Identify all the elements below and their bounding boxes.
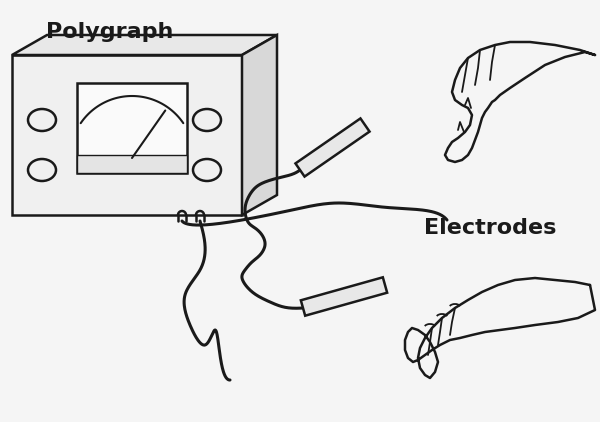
Text: Electrodes: Electrodes: [424, 218, 556, 238]
Ellipse shape: [28, 109, 56, 131]
Ellipse shape: [193, 109, 221, 131]
Polygon shape: [12, 35, 277, 55]
Polygon shape: [77, 155, 187, 173]
Ellipse shape: [193, 159, 221, 181]
Polygon shape: [12, 55, 242, 215]
Polygon shape: [301, 277, 387, 316]
Polygon shape: [242, 35, 277, 215]
Polygon shape: [77, 83, 187, 173]
Polygon shape: [295, 119, 370, 176]
Ellipse shape: [28, 159, 56, 181]
Text: Polygraph: Polygraph: [46, 22, 173, 42]
